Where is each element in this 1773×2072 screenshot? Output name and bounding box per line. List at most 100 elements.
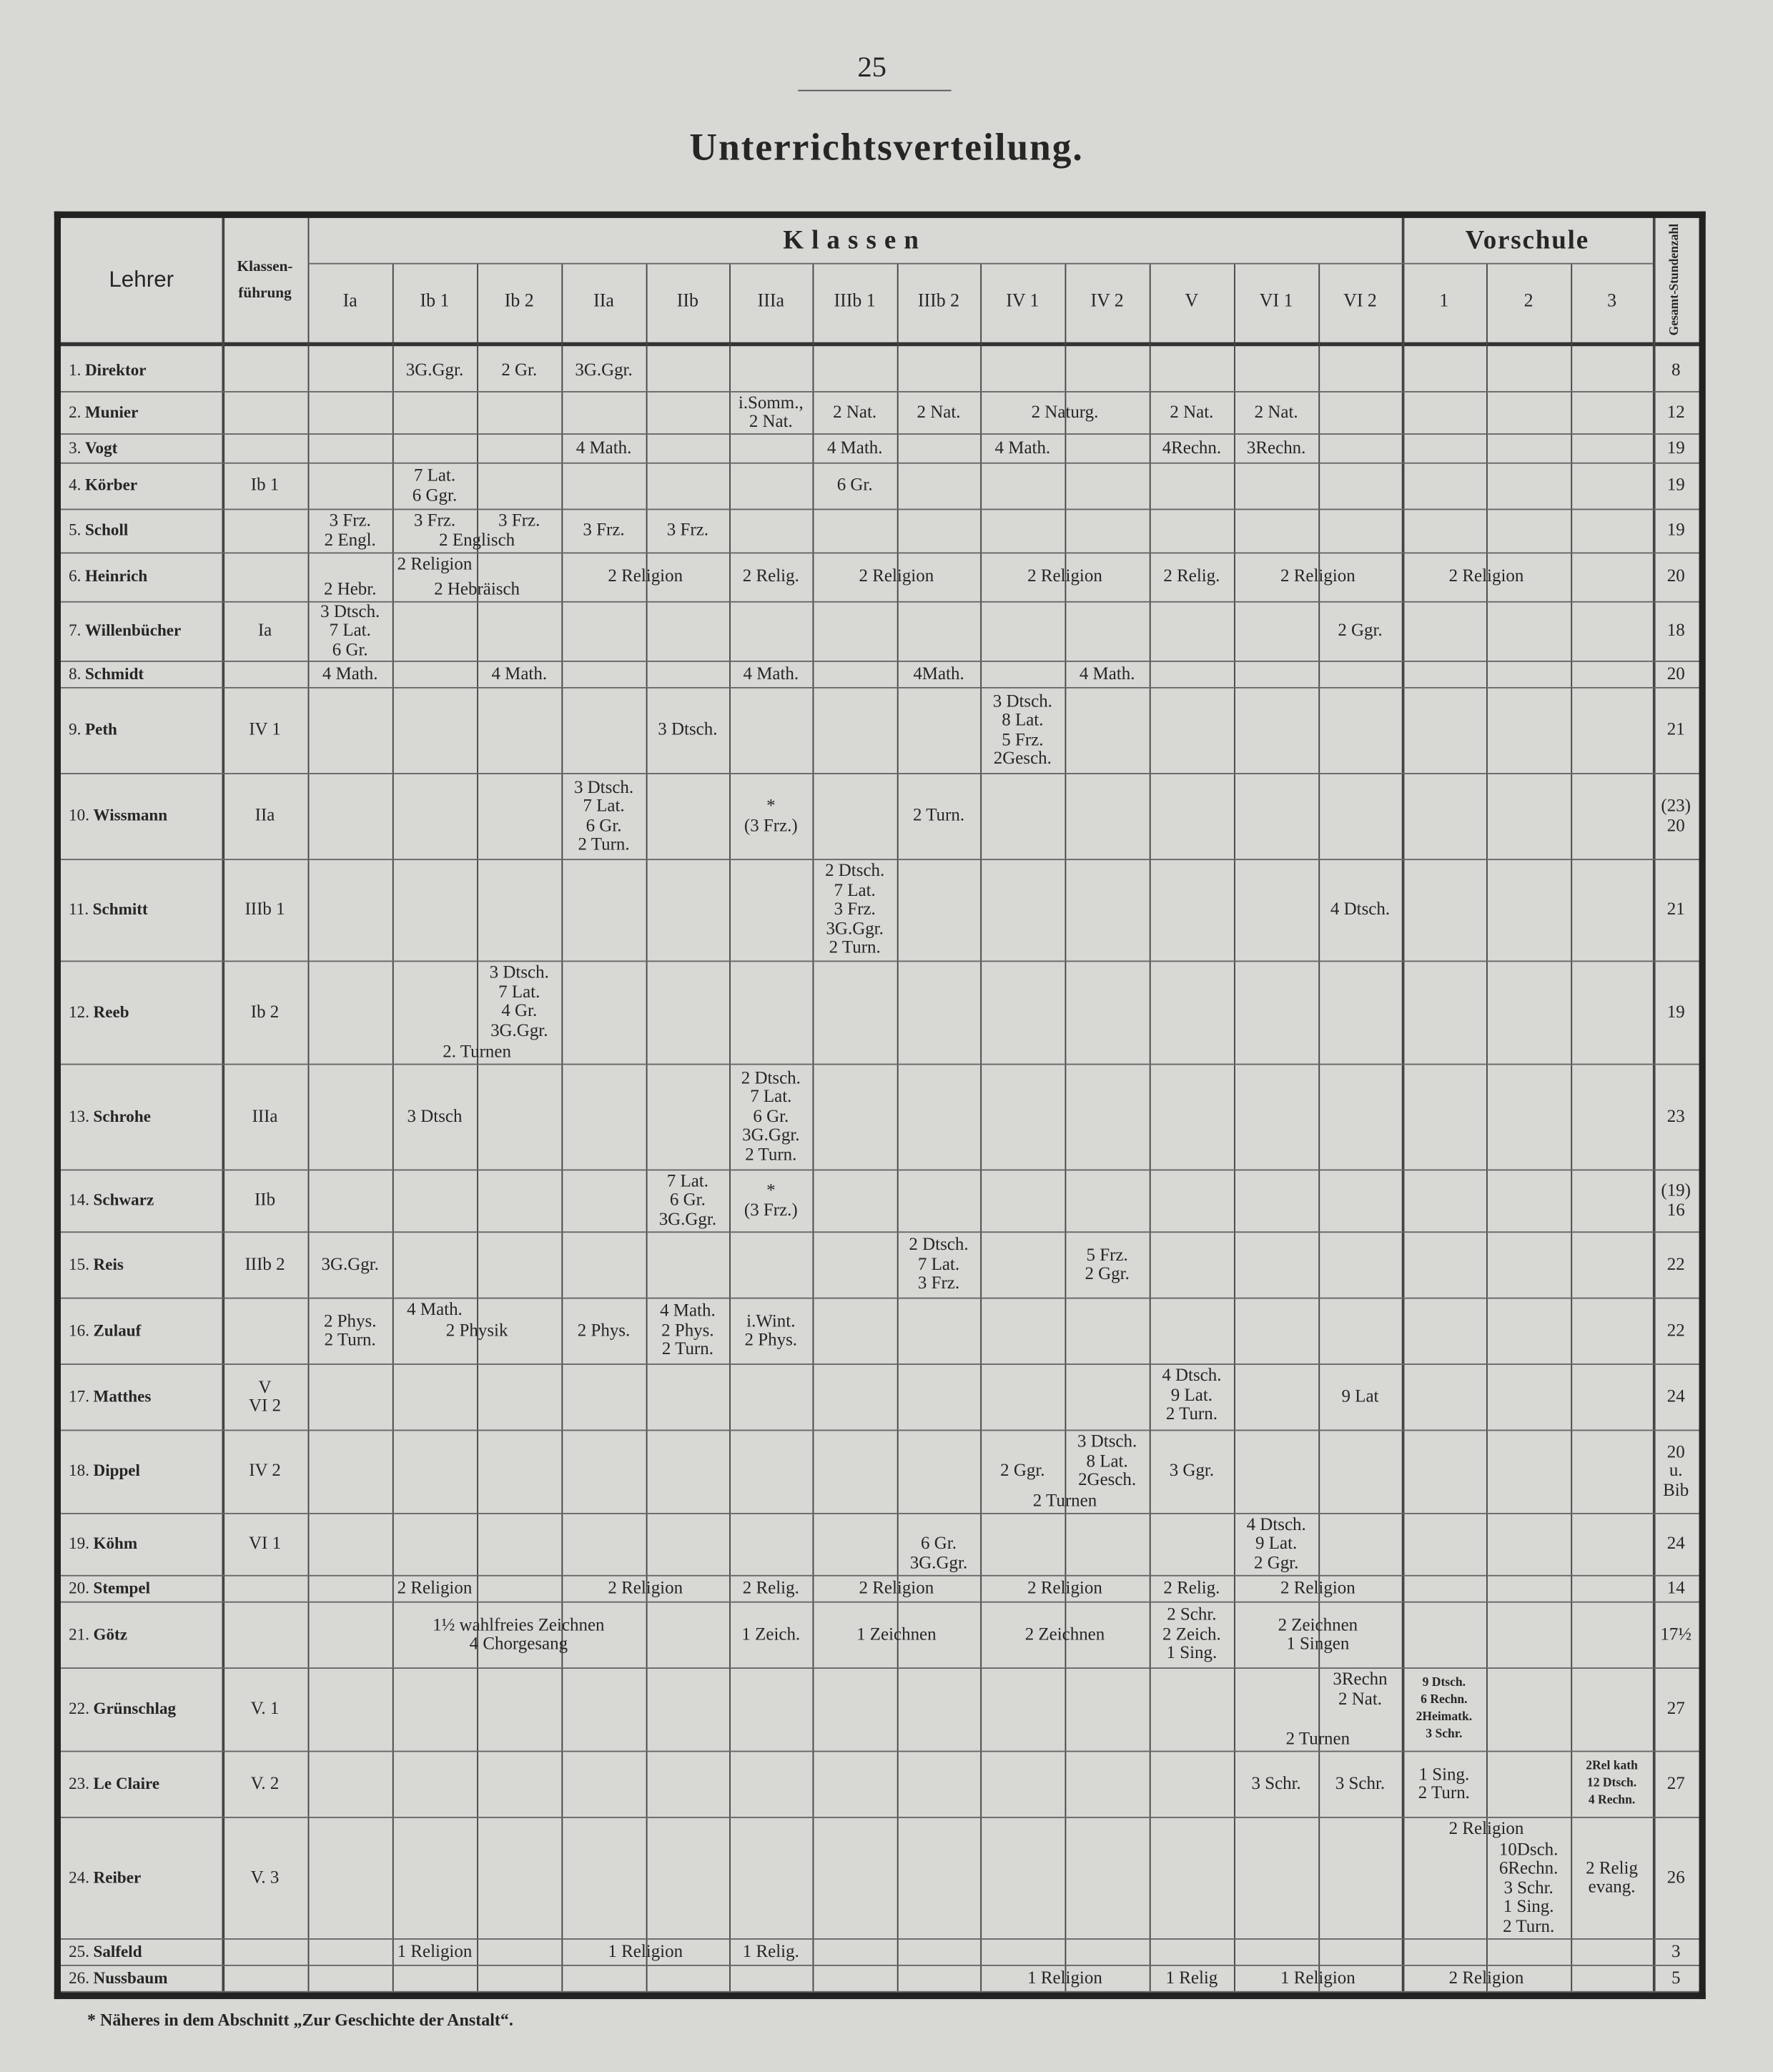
cell-line: 2 Religion xyxy=(1027,1577,1102,1597)
teacher-surname: Direktor xyxy=(84,360,147,380)
lesson-cell: 2 Nat. xyxy=(897,391,980,433)
klassenfuehrung-cell: V. 3 xyxy=(222,1817,307,1938)
cell-line: 4Rechn. xyxy=(1162,437,1222,457)
cell-line: 2 Schr. xyxy=(1167,1604,1217,1624)
total-hours-cell: 19 xyxy=(1653,960,1699,1063)
teacher-surname: Peth xyxy=(84,720,117,739)
cell-line: 9 Lat xyxy=(1341,1386,1379,1406)
lesson-cell: 2 Religion xyxy=(980,1575,1150,1602)
cell-line: i.Somm., xyxy=(738,391,804,412)
cell-line: 2 Turn. xyxy=(661,1338,713,1359)
column-divider xyxy=(477,264,478,1991)
cell-line: V. 2 xyxy=(250,1772,280,1793)
cell-line: 2 Hebräisch xyxy=(434,578,520,598)
lesson-cell: 4 Math. xyxy=(561,433,646,463)
lesson-cell: 4 Math. 2 Phys. 2 Turn. xyxy=(646,1298,729,1363)
lesson-cell: 2 Phys. xyxy=(561,1298,646,1363)
cell-line: (23) xyxy=(1661,795,1691,816)
row-divider xyxy=(61,1429,1699,1431)
lesson-cell: 2 Turnen xyxy=(1234,1667,1402,1750)
cell-line: 2 Religion xyxy=(1448,1967,1524,1987)
lesson-cell: 2 Hebr. xyxy=(308,552,392,601)
header-class-2: Ib 2 xyxy=(504,292,534,312)
cell-line: IIIb 1 xyxy=(245,899,285,919)
cell-line: 3 Frz. xyxy=(666,519,708,540)
lesson-cell: 3 Schr. xyxy=(1234,1751,1318,1817)
total-hours-cell: 20 xyxy=(1653,552,1699,601)
lesson-cell: 4 Math. xyxy=(1065,661,1149,687)
cell-line: 6 Gr. xyxy=(836,474,873,495)
column-divider xyxy=(222,217,225,1991)
lesson-cell: 1 Zeich. xyxy=(729,1602,812,1667)
lesson-cell: 2 Relig. xyxy=(1150,1575,1234,1602)
cell-line: 2 Turn. xyxy=(578,834,630,854)
header-vorschule-group: Vorschule xyxy=(1465,225,1589,255)
lesson-cell: 2 Dtsch. 7 Lat. 3 Frz. xyxy=(897,1231,980,1297)
cell-line: 2 Religion xyxy=(608,566,683,586)
column-divider xyxy=(1571,264,1573,1991)
header-class-10: V xyxy=(1185,292,1199,312)
cell-line: 2 Turn. xyxy=(1165,1403,1218,1424)
lesson-cell: 2 Religion xyxy=(1402,1965,1571,1991)
header-vorschule-2: 3 xyxy=(1607,292,1617,312)
teacher-surname: Schmidt xyxy=(84,663,144,683)
cell-line: 7 Lat. xyxy=(498,981,540,1001)
lesson-cell: 2 Dtsch. 7 Lat. 6 Gr. 3G.Ggr. 2 Turn. xyxy=(729,1064,812,1170)
cell-line: Ib 2 xyxy=(250,1001,280,1022)
cell-line: führung xyxy=(238,285,292,302)
lesson-cell: 1½ wahlfreies Zeichnen 4 Chorgesang xyxy=(308,1602,730,1667)
cell-line: i.Wint. xyxy=(746,1310,796,1331)
cell-line: 2 Turn. xyxy=(324,1329,376,1349)
header-class-1: Ib 1 xyxy=(420,292,450,312)
row-number: 26. xyxy=(69,1968,89,1987)
column-divider xyxy=(307,217,310,1991)
cell-line: 2 Zeichnen xyxy=(1278,1614,1358,1634)
cell-line: 2 Ggr. xyxy=(1000,1460,1045,1481)
row-number: 14. xyxy=(69,1190,89,1209)
row-divider xyxy=(61,1750,1699,1752)
lesson-cell: 4 Dtsch. xyxy=(1318,859,1401,960)
group-header-rule xyxy=(307,262,1653,265)
total-hours-cell: 5 xyxy=(1653,1965,1699,1991)
cell-line: V. 3 xyxy=(250,1866,280,1887)
cell-line: 2 Religion xyxy=(1280,566,1355,586)
cell-line: 3 Frz. xyxy=(583,519,625,540)
column-divider xyxy=(980,264,982,1991)
lesson-cell: 2 Zeichnen xyxy=(980,1602,1150,1667)
row-number: 12. xyxy=(69,1002,89,1021)
lesson-cell: 4 Math. xyxy=(980,433,1065,463)
cell-line: 2 Religion xyxy=(397,1577,473,1597)
row-number: 4. xyxy=(69,475,82,495)
lesson-cell: 2 Religion xyxy=(813,552,981,601)
cell-line: 2 Turn. xyxy=(1503,1915,1555,1935)
row-divider xyxy=(61,960,1699,962)
cell-line: 3 Schr. xyxy=(1426,1727,1463,1741)
header-klassenfuehrung: Klassen-führung xyxy=(222,218,307,342)
cell-line: 4Math. xyxy=(913,663,964,683)
lesson-cell: 2 Religion xyxy=(1402,552,1571,601)
cell-line: 2 Nat. xyxy=(917,401,961,422)
cell-line: 8 Lat. xyxy=(1002,709,1044,730)
cell-line: 1½ wahlfreies Zeichnen xyxy=(433,1614,605,1634)
klassenfuehrung-cell xyxy=(222,552,307,601)
cell-line: 3G.Ggr. xyxy=(490,1019,548,1040)
cell-line: 2 Religion xyxy=(1448,566,1524,586)
cell-line: 2 Gr. xyxy=(501,360,538,380)
lesson-cell: 3 Frz. xyxy=(392,508,477,552)
lesson-cell: 2 Religion xyxy=(1234,552,1402,601)
cell-line: 2 Physik xyxy=(445,1319,508,1340)
lesson-cell: 3Rechn 2 Nat. xyxy=(1318,1667,1401,1750)
row-divider xyxy=(61,508,1699,510)
column-divider xyxy=(1486,264,1488,1991)
row-divider xyxy=(61,686,1699,689)
cell-line: 3 Schr. xyxy=(1251,1772,1301,1793)
teacher-surname: Reeb xyxy=(93,1002,129,1021)
row-divider xyxy=(61,391,1699,393)
row-divider xyxy=(61,1938,1699,1940)
row-number: 25. xyxy=(69,1941,89,1960)
total-hours-cell: 19 xyxy=(1653,463,1699,509)
lesson-cell: 4Math. xyxy=(897,661,980,687)
lesson-cell: 2 Religion xyxy=(561,1575,729,1602)
lesson-cell: 2 Turnen xyxy=(980,1430,1150,1513)
cell-line: Bib xyxy=(1663,1479,1689,1500)
